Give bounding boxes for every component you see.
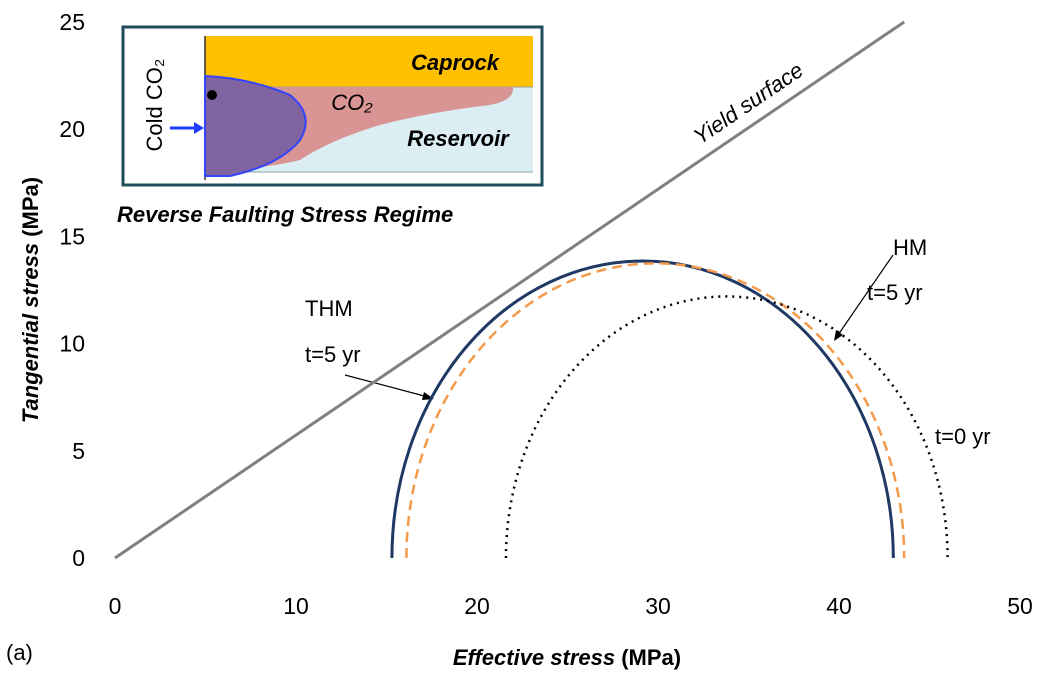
y-tick-label: 25: [59, 9, 85, 35]
circle-label: t=5 yr: [867, 280, 923, 305]
co2-label: CO₂: [331, 90, 373, 115]
x-tick-label: 30: [645, 593, 671, 619]
x-axis-title: Effective stress (MPa): [453, 645, 681, 670]
reservoir-label: Reservoir: [407, 126, 510, 151]
y-tick-label: 20: [59, 116, 85, 142]
y-tick-label: 5: [72, 438, 85, 464]
circle-label: t=0 yr: [935, 424, 991, 449]
caprock-layer: [205, 36, 533, 87]
circle-label: t=5 yr: [305, 342, 361, 367]
x-tick-label: 10: [283, 593, 309, 619]
panel-label: (a): [6, 640, 33, 665]
x-axis-title-text: Effective stress: [453, 645, 615, 670]
yield-line: [114, 20, 906, 560]
x-tick-label: 0: [109, 593, 122, 619]
y-tick-label: 0: [72, 545, 85, 571]
caprock-label: Caprock: [411, 50, 501, 75]
injection-arrowhead: [194, 122, 204, 134]
y-tick-label: 10: [59, 331, 85, 357]
x-tick-label: 50: [1007, 593, 1033, 619]
y-axis-title: Tangential stress (MPa): [18, 177, 43, 423]
mohr-circle: [405, 262, 906, 559]
x-tick-label: 40: [826, 593, 852, 619]
injection-label: Cold CO₂: [142, 59, 167, 152]
regime-label: Reverse Faulting Stress Regime: [117, 202, 453, 227]
yield-label: Yield surface: [689, 57, 808, 149]
x-axis-unit: (MPa): [621, 645, 681, 670]
y-axis-title-text: Tangential stress: [18, 243, 43, 423]
annotation-arrowhead: [834, 330, 843, 341]
circle-label: THM: [305, 296, 353, 321]
circle-label: HM: [893, 235, 927, 260]
annotation-arrow: [344, 374, 429, 398]
inset: Caprock CO₂ Reservoir Cold CO₂: [121, 25, 544, 187]
monitor-point: [207, 90, 217, 100]
annotation-arrow: [837, 254, 894, 336]
x-tick-label: 20: [464, 593, 490, 619]
mohr-circle: [390, 259, 895, 559]
cold-front: [204, 74, 307, 177]
mohr-circle: [504, 295, 949, 559]
y-tick-label: 15: [59, 223, 85, 249]
y-axis-unit: (MPa): [18, 177, 43, 237]
